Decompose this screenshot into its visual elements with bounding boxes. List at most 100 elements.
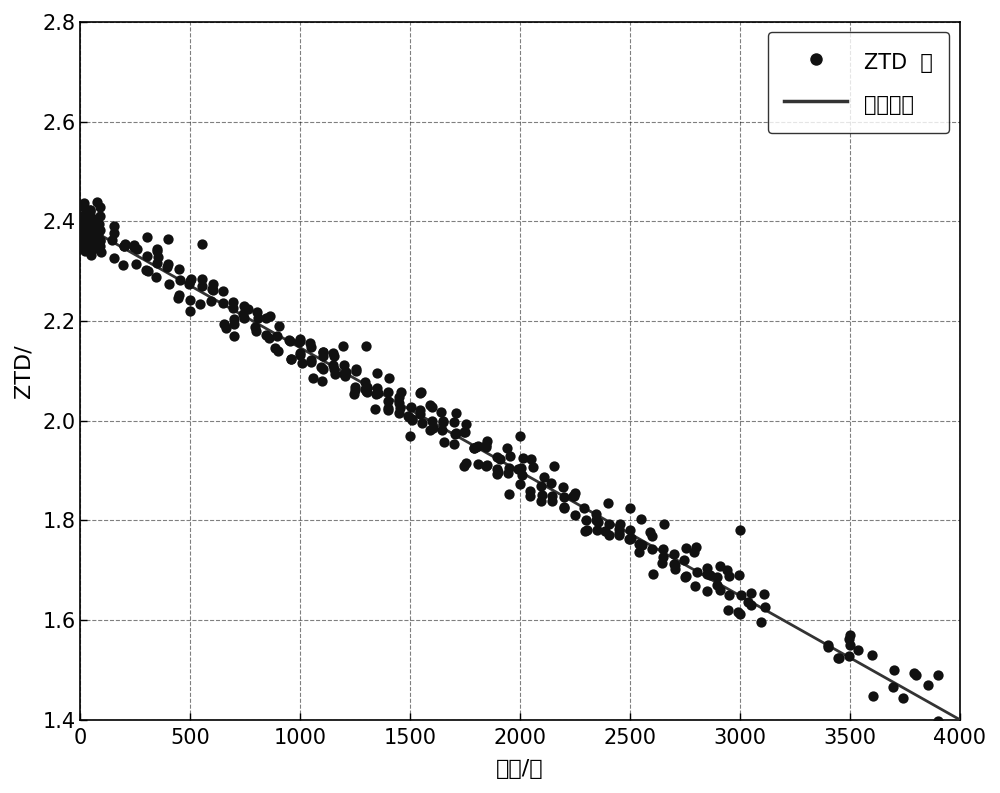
- Point: [205, 284, 221, 297]
- Point: [85, 230, 101, 243]
- Point: [203, 295, 219, 308]
- Point: [303, 354, 319, 366]
- Point: [370, 387, 386, 400]
- Point: [470, 458, 486, 470]
- Point: [500, 466, 516, 479]
- Point: [499, 442, 515, 454]
- Point: [367, 402, 383, 415]
- Point: [566, 489, 582, 502]
- Point: [85, 229, 101, 242]
- Point: [204, 282, 220, 295]
- Point: [347, 381, 363, 393]
- Point: [740, 596, 756, 609]
- Point: [315, 346, 331, 358]
- Point: [216, 318, 232, 331]
- Point: [448, 427, 464, 439]
- Point: [171, 262, 187, 275]
- Point: [348, 362, 364, 375]
- Point: [743, 599, 759, 611]
- Point: [676, 554, 692, 566]
- Point: [84, 218, 100, 231]
- Point: [90, 224, 106, 236]
- Point: [576, 502, 592, 515]
- Point: [359, 381, 375, 393]
- Point: [435, 416, 451, 428]
- Point: [79, 226, 95, 239]
- Point: [336, 358, 352, 371]
- Point: [369, 382, 385, 395]
- Point: [338, 366, 354, 378]
- Point: [74, 215, 90, 228]
- Point: [236, 300, 252, 312]
- Point: [150, 251, 166, 263]
- Point: [183, 272, 199, 285]
- Point: [85, 231, 101, 243]
- Point: [83, 219, 99, 232]
- X-axis label: 高程/米: 高程/米: [496, 759, 544, 779]
- Point: [644, 530, 660, 542]
- Point: [611, 529, 627, 542]
- Point: [358, 385, 374, 397]
- Point: [597, 525, 613, 538]
- Point: [84, 231, 100, 243]
- Point: [512, 429, 528, 442]
- Point: [642, 526, 658, 538]
- Point: [631, 546, 647, 559]
- Point: [247, 320, 263, 333]
- Point: [424, 400, 440, 413]
- Point: [731, 569, 747, 581]
- Point: [730, 605, 746, 618]
- Point: [391, 391, 407, 404]
- Point: [634, 538, 650, 551]
- Point: [820, 641, 836, 653]
- Point: [87, 222, 103, 235]
- Point: [490, 465, 506, 478]
- Point: [357, 382, 373, 395]
- Point: [501, 462, 517, 474]
- Point: [533, 480, 549, 492]
- Point: [513, 462, 529, 474]
- Point: [149, 243, 165, 255]
- Point: [689, 565, 705, 578]
- Point: [699, 561, 715, 574]
- Point: [709, 578, 725, 591]
- Point: [611, 527, 627, 539]
- Point: [456, 426, 472, 439]
- Point: [292, 347, 308, 359]
- Point: [567, 487, 583, 500]
- Y-axis label: ZTD/: ZTD/: [14, 344, 34, 397]
- Point: [194, 238, 210, 251]
- Point: [656, 518, 672, 531]
- Point: [78, 224, 94, 237]
- Point: [534, 488, 550, 501]
- Point: [86, 213, 102, 225]
- Point: [327, 367, 343, 380]
- Point: [699, 584, 715, 597]
- Point: [466, 442, 482, 454]
- Point: [82, 204, 98, 216]
- Point: [655, 542, 671, 555]
- Point: [235, 308, 251, 320]
- Point: [633, 512, 649, 525]
- Point: [565, 489, 581, 502]
- Point: [325, 358, 341, 371]
- Point: [149, 245, 165, 258]
- Point: [533, 495, 549, 508]
- Point: [588, 514, 604, 527]
- Point: [514, 469, 530, 481]
- Point: [215, 285, 231, 297]
- Point: [525, 461, 541, 473]
- Point: [85, 220, 101, 233]
- Point: [414, 416, 430, 429]
- Point: [380, 386, 396, 399]
- Point: [92, 210, 108, 223]
- Point: [456, 460, 472, 473]
- Point: [215, 297, 231, 309]
- Point: [422, 423, 438, 436]
- Point: [478, 460, 494, 473]
- Point: [117, 239, 133, 251]
- Point: [412, 387, 428, 400]
- Point: [578, 514, 594, 527]
- Point: [75, 218, 91, 231]
- Point: [76, 237, 92, 250]
